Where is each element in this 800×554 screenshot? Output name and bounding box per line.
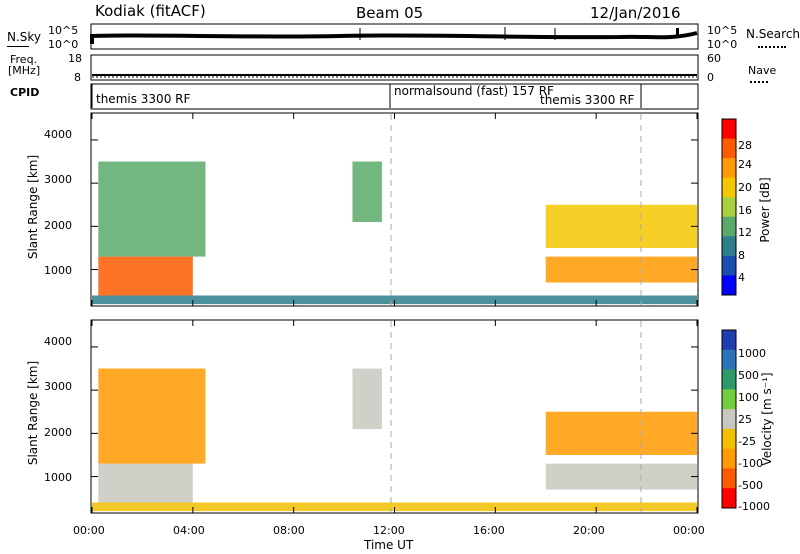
- x-tick: 08:00: [273, 524, 305, 537]
- freq-nave-panel: [90, 54, 699, 81]
- power-y-tick: 4000: [44, 128, 72, 141]
- data-region: [545, 463, 697, 490]
- nsearch-tick-bottom: 10^0: [707, 38, 738, 51]
- velocity-colorbar-tick: -500: [738, 479, 763, 492]
- velocity-colorbar-tick: 1000: [738, 347, 766, 360]
- colorbar-frame: [721, 118, 737, 296]
- data-region: [98, 463, 193, 503]
- data-region: [545, 204, 697, 248]
- colorbar-swatch: [722, 349, 736, 371]
- data-region: [545, 411, 697, 455]
- x-tick: 20:00: [573, 524, 605, 537]
- power-colorbar-tick: 16: [738, 204, 752, 217]
- colorbar-swatch: [722, 177, 736, 198]
- power-colorbar-tick: 4: [738, 271, 745, 284]
- colorbar-swatch: [722, 236, 736, 257]
- power-colorbar-tick: 12: [738, 226, 752, 239]
- cpid-strip: [90, 83, 699, 110]
- freq-tick-bottom: 8: [74, 71, 81, 84]
- cpid-segment: themis 3300 RF: [540, 93, 635, 107]
- nsky-tick-bottom: 10^0: [48, 38, 79, 51]
- station-title: Kodiak (fitACF): [95, 2, 206, 20]
- velocity-colorbar-tick: -1000: [738, 500, 770, 513]
- nsky-label: N.Sky: [7, 30, 42, 44]
- colorbar-swatch: [722, 428, 736, 450]
- date-title: 12/Jan/2016: [590, 4, 681, 22]
- velocity-y-tick: 2000: [44, 426, 72, 439]
- power-colorbar-tick: 24: [738, 158, 752, 171]
- x-tick: 04:00: [173, 524, 205, 537]
- power-y-tick: 1000: [44, 264, 72, 277]
- colorbar-frame: [721, 329, 737, 509]
- velocity-y-tick: 1000: [44, 471, 72, 484]
- beam-title: Beam 05: [356, 4, 424, 22]
- colorbar-swatch: [722, 158, 736, 179]
- power-colorbar-tick: 8: [738, 249, 745, 262]
- nave-legend-line: [750, 81, 768, 83]
- velocity-colorbar-tick: -25: [738, 435, 756, 448]
- data-region: [352, 161, 382, 223]
- colorbar-swatch: [722, 389, 736, 410]
- data-region: [98, 256, 193, 296]
- cpid-segment: normalsound (fast) 157 RF: [394, 84, 554, 98]
- velocity-colorbar-tick: 100: [738, 391, 759, 404]
- nsky-panel: [90, 23, 699, 50]
- nsearch-label: N.Search: [746, 27, 800, 41]
- nsearch-tick-top: 10^5: [707, 24, 738, 37]
- x-tick: 00:00: [673, 524, 705, 537]
- power-colorbar-tick: 20: [738, 181, 752, 194]
- power-colorbar-tick: 28: [738, 139, 752, 152]
- nave-tick-top: 60: [707, 52, 721, 65]
- data-region: [352, 368, 382, 430]
- x-tick: 00:00: [73, 524, 105, 537]
- velocity-y-tick: 3000: [44, 380, 72, 393]
- colorbar-swatch: [722, 448, 736, 469]
- colorbar-swatch: [722, 138, 736, 159]
- velocity-panel: [90, 319, 699, 514]
- colorbar-swatch: [722, 330, 736, 351]
- colorbar-swatch: [722, 468, 736, 489]
- power-y-axis-label: Slant Range [km]: [26, 154, 40, 260]
- cpid-label: CPID: [10, 86, 40, 99]
- freq-label: Freq.: [10, 53, 38, 66]
- data-region: [92, 295, 697, 305]
- x-axis-label: Time UT: [364, 538, 414, 552]
- nave-label: Nave: [748, 64, 777, 77]
- velocity-colorbar-tick: 25: [738, 413, 752, 426]
- colorbar-swatch: [722, 409, 736, 430]
- x-tick: 12:00: [373, 524, 405, 537]
- power-panel: [90, 112, 699, 307]
- colorbar-swatch: [722, 197, 736, 218]
- data-region: [98, 161, 206, 257]
- nsky-tick-top: 10^5: [48, 24, 79, 37]
- colorbar-swatch: [722, 216, 736, 237]
- power-y-tick: 2000: [44, 219, 72, 232]
- velocity-y-axis-label: Slant Range [km]: [26, 360, 40, 466]
- colorbar-swatch: [722, 119, 736, 140]
- cpid-segment: themis 3300 RF: [96, 92, 191, 106]
- x-tick: 16:00: [473, 524, 505, 537]
- power-colorbar-label: Power [dB]: [758, 177, 772, 243]
- data-region: [545, 256, 697, 283]
- velocity-y-tick: 4000: [44, 335, 72, 348]
- colorbar-swatch: [722, 275, 736, 296]
- freq-tick-top: 18: [68, 52, 82, 65]
- colorbar-swatch: [722, 488, 736, 509]
- colorbar-swatch: [722, 255, 736, 276]
- data-region: [98, 368, 206, 464]
- data-region: [92, 502, 697, 512]
- velocity-colorbar-tick: -100: [738, 457, 763, 470]
- colorbar-swatch: [722, 369, 736, 390]
- velocity-colorbar-tick: 500: [738, 369, 759, 382]
- freq-unit: [MHz]: [8, 64, 41, 77]
- power-y-tick: 3000: [44, 173, 72, 186]
- nsky-legend-line: [7, 46, 29, 47]
- nsearch-legend-line: [758, 46, 786, 48]
- nave-tick-bottom: 0: [707, 71, 714, 84]
